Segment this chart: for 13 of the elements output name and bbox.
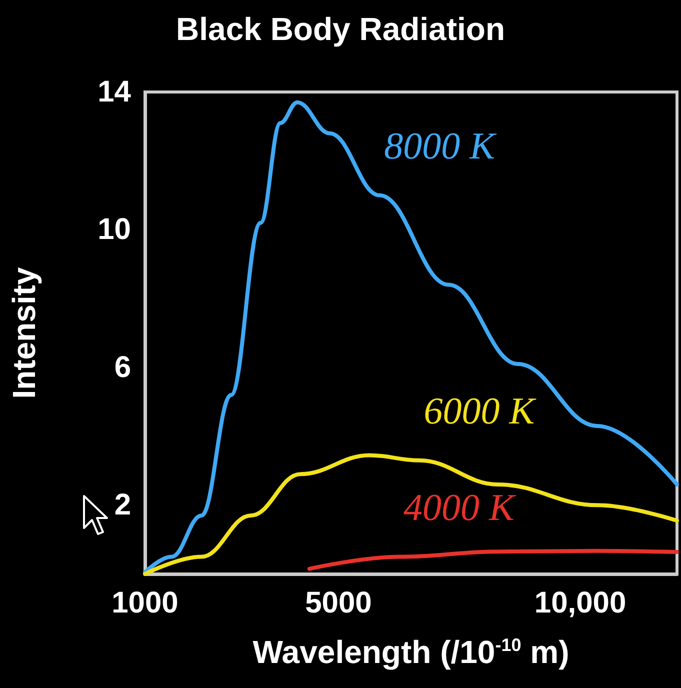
series-label: 4000 K	[403, 486, 516, 529]
y-tick-label: 14	[98, 76, 132, 108]
x-tick-label: 1000	[112, 586, 178, 620]
series-label: 6000 K	[424, 390, 536, 432]
x-tick-label: 10,000	[534, 586, 626, 620]
y-axis-title: Intensity	[6, 267, 42, 399]
x-tick-label: 5000	[305, 586, 372, 620]
y-tick-label: 10	[98, 213, 131, 246]
y-tick-label: 2	[114, 488, 131, 522]
chart-title: Black Body Radiation	[176, 11, 505, 47]
series-label: 8000 K	[384, 125, 497, 168]
y-tick-label: 6	[114, 350, 131, 384]
line-series	[307, 548, 679, 571]
